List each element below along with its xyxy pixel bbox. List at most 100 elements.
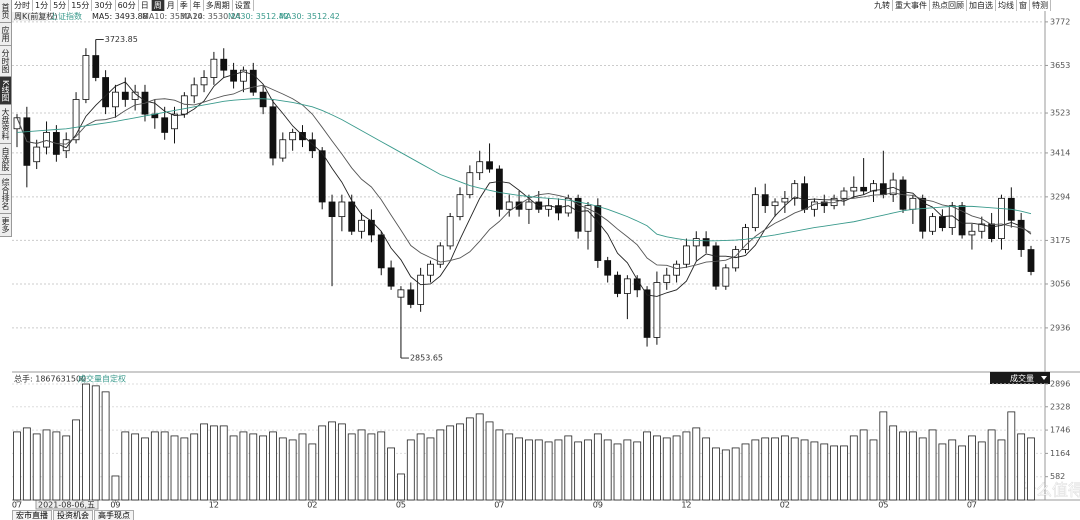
toolbar-button[interactable]: 月 bbox=[165, 0, 178, 11]
candle-body bbox=[407, 289, 415, 305]
y-tick-label: 3175 bbox=[1050, 236, 1070, 245]
sidebar-tab[interactable]: 更多 bbox=[0, 214, 11, 238]
toolbar-button[interactable]: 九转 bbox=[872, 0, 893, 11]
toolbar-button[interactable]: 窗 bbox=[1017, 0, 1030, 11]
candle-body bbox=[574, 197, 582, 232]
y-tick-label: 582 bbox=[1050, 472, 1065, 481]
period-badge bbox=[12, 12, 48, 21]
candle-body bbox=[722, 267, 730, 287]
sidebar: 首页 应用 分时图 K线图 大盘资料 自选股 综合排名 更多 bbox=[0, 0, 12, 238]
volume-bar bbox=[682, 431, 691, 501]
volume-bar bbox=[367, 433, 376, 501]
x-tick-label: 05 bbox=[878, 501, 888, 510]
sidebar-tab[interactable]: 应用 bbox=[0, 23, 11, 46]
volume-bar bbox=[840, 445, 848, 501]
toolbar-button[interactable]: 1分 bbox=[33, 0, 52, 11]
annotation: 3723.85 bbox=[105, 35, 138, 44]
candle-body bbox=[938, 216, 946, 229]
toolbar-button[interactable]: 重大事件 bbox=[893, 0, 930, 11]
candle-body bbox=[633, 278, 641, 291]
volume-bar bbox=[485, 421, 494, 501]
toolbar-button[interactable]: 设置 bbox=[233, 0, 254, 11]
volume-bar bbox=[643, 431, 651, 501]
bottom-tab[interactable]: 投资机会 bbox=[53, 510, 93, 520]
x-tick-label: 02 bbox=[780, 501, 790, 510]
candle-body bbox=[614, 274, 621, 294]
volume-bar bbox=[475, 413, 484, 501]
candle-body bbox=[948, 205, 956, 229]
candle-body bbox=[1017, 219, 1025, 250]
volume-bar bbox=[859, 429, 868, 501]
volume-bar bbox=[456, 423, 464, 501]
x-tick-label: 12 bbox=[209, 501, 219, 510]
sidebar-tab[interactable]: 大盘资料 bbox=[0, 105, 11, 145]
toolbar-button[interactable]: 加自选 bbox=[967, 0, 996, 11]
candle-body bbox=[584, 205, 592, 232]
candle-body bbox=[417, 274, 425, 305]
legend-entry: MA5: 3493.88 bbox=[92, 12, 148, 21]
volume-selector[interactable] bbox=[990, 372, 1050, 384]
legend-entry: MA10: 3530.24 bbox=[142, 12, 203, 21]
candle-body bbox=[240, 69, 247, 82]
x-tick-label: 09 bbox=[110, 501, 120, 510]
toolbar-button[interactable]: 热点回顾 bbox=[930, 0, 967, 11]
toolbar-button[interactable]: 周 bbox=[151, 0, 165, 11]
sidebar-tab[interactable]: 综合排名 bbox=[0, 175, 11, 215]
volume-bar bbox=[672, 435, 681, 501]
candle-body bbox=[850, 186, 858, 192]
volume-bar bbox=[810, 441, 819, 501]
toolbar-button[interactable]: 季 bbox=[178, 0, 191, 11]
volume-bar bbox=[42, 429, 51, 501]
toolbar-button[interactable]: 多周期 bbox=[204, 0, 233, 11]
volume-bar bbox=[712, 447, 720, 501]
volume-bar bbox=[593, 433, 602, 501]
toolbar-button[interactable]: 均线 bbox=[996, 0, 1017, 11]
legend-entry: MA30: 3512.42 bbox=[279, 12, 340, 21]
x-tick-label: 09 bbox=[593, 501, 603, 510]
toolbar-button[interactable]: 60分 bbox=[116, 0, 139, 11]
volume-bar bbox=[574, 441, 583, 501]
volume-bar bbox=[938, 443, 947, 501]
candle-body bbox=[249, 69, 257, 93]
bottom-tab[interactable]: 宏市直播 bbox=[12, 510, 52, 520]
y-tick-label: 3772 bbox=[1050, 17, 1070, 26]
candle-body bbox=[998, 197, 1005, 239]
candle-body bbox=[555, 205, 562, 214]
volume-bar bbox=[200, 423, 208, 501]
volume-bar bbox=[525, 439, 533, 501]
bottom-tab[interactable]: 高手现点 bbox=[94, 510, 134, 520]
volume-bar bbox=[337, 423, 346, 501]
toolbar-button[interactable]: 日 bbox=[139, 0, 152, 11]
toolbar-button[interactable]: 分时 bbox=[12, 0, 33, 11]
volume-bar bbox=[209, 425, 218, 501]
candle-body bbox=[279, 139, 287, 159]
volume-bar bbox=[721, 449, 730, 501]
toolbar-button[interactable]: 5分 bbox=[51, 0, 70, 11]
volume-bar bbox=[771, 437, 779, 501]
toolbar-button[interactable]: 30分 bbox=[92, 0, 116, 11]
toolbar-button[interactable]: 年 bbox=[191, 0, 204, 11]
candle-body bbox=[820, 201, 828, 207]
toolbar-button[interactable]: 15分 bbox=[69, 0, 93, 11]
candle-body bbox=[535, 201, 543, 210]
volume-bar bbox=[849, 435, 858, 501]
sidebar-tab[interactable]: K线图 bbox=[0, 77, 11, 106]
volume-bar bbox=[347, 433, 356, 501]
volume-selector-label[interactable]: 成交量 bbox=[1010, 373, 1034, 383]
volume-bar bbox=[416, 433, 425, 501]
volume-bar bbox=[869, 439, 878, 501]
toolbar-button[interactable]: 特测 bbox=[1030, 0, 1051, 11]
volume-bar bbox=[515, 437, 523, 501]
sidebar-tab[interactable]: 自选股 bbox=[0, 144, 11, 176]
volume-bar bbox=[790, 437, 799, 501]
candle-body bbox=[702, 238, 710, 247]
sidebar-tab[interactable]: 首页 bbox=[0, 0, 11, 23]
candle-body bbox=[328, 201, 336, 218]
candle-body bbox=[466, 172, 474, 196]
chart-subtitle: 周K(前复权) bbox=[14, 11, 58, 21]
candle-body bbox=[377, 234, 385, 269]
sidebar-tab[interactable]: 分时图 bbox=[0, 46, 11, 77]
y-tick-label: 1746 bbox=[1050, 426, 1070, 435]
volume-bar bbox=[446, 425, 455, 501]
x-tick-label: 07 bbox=[12, 501, 22, 510]
